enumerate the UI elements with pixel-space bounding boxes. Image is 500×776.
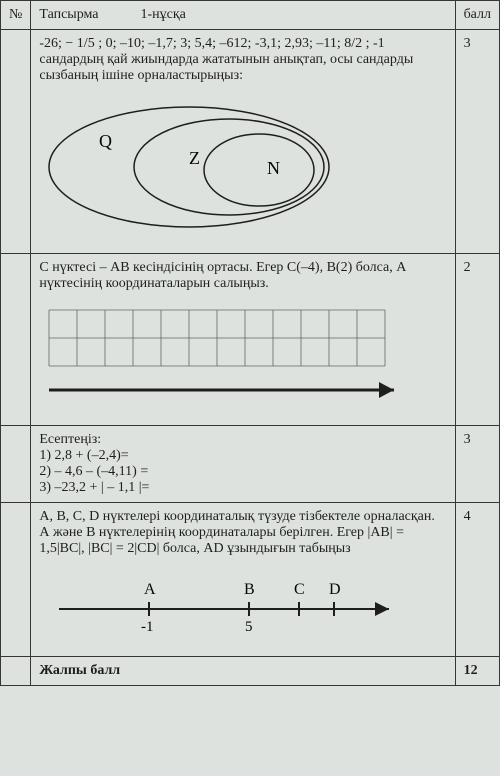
task3-line2: 2) – 4,6 – (–4,11) = (39, 464, 148, 479)
task3-line1: 1) 2,8 + (–2,4)= (39, 448, 128, 463)
task1-cell: -26; − 1/5 ; 0; –10; –1,7; 3; 5,4; –612;… (31, 30, 455, 254)
task2-score: 2 (455, 254, 499, 426)
task1-score: 3 (455, 30, 499, 254)
task3-score: 3 (455, 426, 499, 503)
footer-total: 12 (455, 657, 499, 686)
task4-cell: A, B, C, D нүктелері координаталық түзуд… (31, 503, 455, 657)
task3-cell: Есептеңіз: 1) 2,8 + (–2,4)= 2) – 4,6 – (… (31, 426, 455, 503)
task4-num (1, 503, 31, 657)
venn-diagram: Q Z N (39, 92, 446, 247)
pt-a: A (144, 581, 156, 598)
nl-arrow (375, 602, 389, 616)
task1-text: сандардың қай жиындарда жататынын анықта… (39, 52, 413, 83)
task1-row: -26; − 1/5 ; 0; –10; –1,7; 3; 5,4; –612;… (1, 30, 500, 254)
task2-row: С нүктесі – АВ кесіндісінің ортасы. Егер… (1, 254, 500, 426)
footer-label: Жалпы балл (31, 657, 455, 686)
pt-b: B (244, 581, 255, 598)
label-n: N (267, 158, 280, 178)
label-z: Z (189, 148, 200, 168)
ellipse-n (204, 134, 314, 206)
worksheet-table: № Тапсырма 1-нұсқа балл -26; − 1/5 ; 0; … (0, 0, 500, 686)
variant-label: 1-нұсқа (140, 7, 185, 22)
col-task-header: Тапсырма 1-нұсқа (31, 1, 455, 30)
task1-numbers: -26; − 1/5 ; 0; –10; –1,7; 3; 5,4; –612;… (39, 36, 384, 51)
task3-header: Есептеңіз: (39, 432, 101, 447)
header-row: № Тапсырма 1-нұсқа балл (1, 1, 500, 30)
footer-row: Жалпы балл 12 (1, 657, 500, 686)
task2-cell: С нүктесі – АВ кесіндісінің ортасы. Егер… (31, 254, 455, 426)
task3-line3: 3) –23,2 + | – 1,1 |= (39, 480, 149, 495)
col-score-header: балл (455, 1, 499, 30)
task4-row: A, B, C, D нүктелері координаталық түзуд… (1, 503, 500, 657)
task3-num (1, 426, 31, 503)
task2-text: С нүктесі – АВ кесіндісінің ортасы. Егер… (39, 260, 406, 291)
task-label: Тапсырма (39, 7, 98, 22)
task4-score: 4 (455, 503, 499, 657)
arrow-head (379, 382, 394, 398)
task3-row: Есептеңіз: 1) 2,8 + (–2,4)= 2) – 4,6 – (… (1, 426, 500, 503)
task4-text: A, B, C, D нүктелері координаталық түзуд… (39, 509, 435, 556)
numberline-diagram: A B C D -1 5 (39, 569, 446, 644)
footer-num (1, 657, 31, 686)
tick-a: -1 (141, 619, 154, 635)
col-num-header: № (1, 1, 31, 30)
task1-num (1, 30, 31, 254)
pt-c: C (294, 581, 305, 598)
grid-lines (49, 310, 385, 366)
pt-d: D (329, 581, 341, 598)
tick-b: 5 (245, 619, 253, 635)
task2-num (1, 254, 31, 426)
label-q: Q (99, 131, 112, 151)
grid-diagram (39, 300, 446, 415)
